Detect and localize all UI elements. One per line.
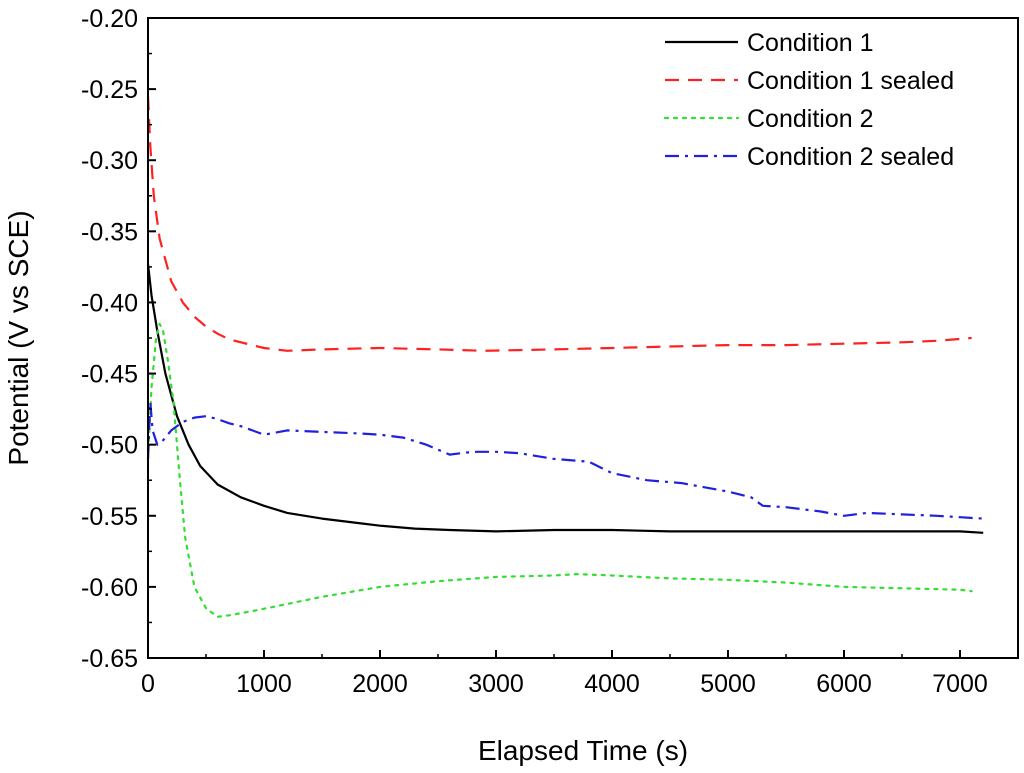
series-line-3	[146, 322, 973, 618]
x-tick-label: 4000	[584, 670, 640, 698]
y-tick-label: -0.30	[81, 147, 138, 175]
y-tick-label: -0.45	[81, 361, 138, 389]
x-tick-label: 7000	[932, 670, 988, 698]
legend: Condition 1 Condition 1 sealed Condition 2…	[663, 29, 954, 171]
axis-ticks	[147, 17, 961, 659]
legend-label-4: Condition 2 sealed	[747, 143, 954, 171]
axis-tick-labels: 0 1000 2000 3000 4000 5000 6000 7000 -0.20 -0.25 -…	[81, 5, 988, 698]
series-line-2	[146, 96, 972, 352]
series-line-4	[146, 400, 984, 520]
y-tick-label: -0.25	[81, 76, 138, 104]
x-tick-label: 3000	[468, 670, 524, 698]
series-lines	[146, 96, 984, 618]
legend-label-3: Condition 2	[747, 105, 873, 133]
y-axis-title: Potential (V vs SCE)	[3, 210, 34, 465]
y-tick-label: -0.60	[81, 574, 138, 602]
x-tick-label: 5000	[700, 670, 756, 698]
x-tick-label: 2000	[352, 670, 408, 698]
plot-frame	[147, 17, 1019, 659]
series-line-1	[146, 263, 984, 534]
legend-label-2: Condition 1 sealed	[747, 67, 954, 95]
y-tick-label: -0.65	[81, 645, 138, 673]
x-tick-label: 1000	[236, 670, 292, 698]
y-tick-label: -0.55	[81, 503, 138, 531]
y-tick-label: -0.40	[81, 289, 138, 317]
y-tick-label: -0.20	[81, 5, 138, 33]
y-tick-label: -0.35	[81, 218, 138, 246]
x-axis-title: Elapsed Time (s)	[478, 735, 688, 766]
x-tick-label: 0	[141, 670, 155, 698]
legend-label-1: Condition 1	[747, 29, 873, 57]
x-tick-label: 6000	[816, 670, 872, 698]
y-tick-label: -0.50	[81, 432, 138, 460]
